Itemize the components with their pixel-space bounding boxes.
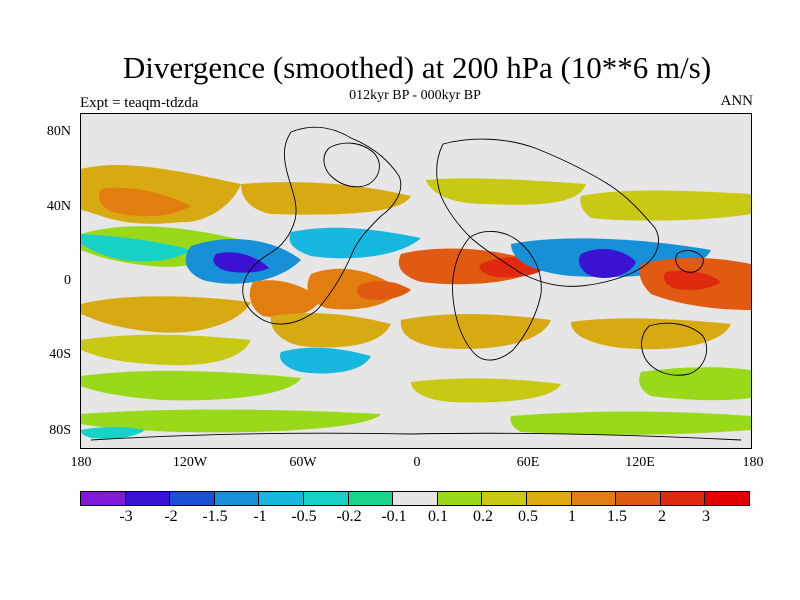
lon-tick-180-left: 180 — [70, 455, 92, 470]
africa-coastline — [452, 231, 542, 361]
lon-tick-0: 0 — [413, 455, 421, 470]
colorbar-swatch — [259, 492, 304, 505]
lon-tick-60w: 60W — [289, 455, 317, 470]
lat-tick-0: 0 — [64, 273, 71, 288]
colorbar-swatch — [214, 492, 260, 505]
maritime-continent-coastline — [675, 250, 704, 273]
colorbar-swatch — [348, 492, 394, 505]
colorbar-swatch — [616, 492, 661, 505]
experiment-label: Expt = teaqm-tdzda — [80, 95, 199, 111]
colorbar-swatch — [303, 492, 349, 505]
colorbar-label: -2 — [164, 508, 178, 525]
colorbar — [80, 491, 750, 506]
plot-subtitle: 012kyr BP - 000kyr BP — [349, 88, 481, 103]
colorbar-swatch — [660, 492, 706, 505]
lon-tick-60e: 60E — [516, 455, 540, 470]
colorbar-label: -3 — [119, 508, 133, 525]
colorbar-label: 3 — [702, 508, 710, 525]
americas-coastline — [242, 126, 402, 325]
lat-tick-80n: 80N — [46, 124, 71, 139]
colorbar-label: 1.5 — [607, 508, 627, 525]
plot-title: Divergence (smoothed) at 200 hPa (10**6 … — [122, 50, 712, 85]
colorbar-label: -0.2 — [336, 508, 362, 525]
colorbar-swatch — [571, 492, 617, 505]
colorbar-swatch — [437, 492, 483, 505]
colorbar-label: 1 — [568, 508, 576, 525]
colorbar-swatch — [125, 492, 171, 505]
lat-tick-40n: 40N — [46, 199, 71, 214]
colorbar-label: -0.5 — [291, 508, 317, 525]
map-panel — [80, 113, 752, 449]
colorbar-swatch — [81, 492, 126, 505]
antarctica-coastline — [90, 432, 742, 441]
colorbar-label: 0.1 — [428, 508, 448, 525]
lon-tick-120e: 120E — [625, 455, 655, 470]
divergence-field — [81, 164, 751, 439]
season-label: ANN — [720, 93, 754, 109]
colorbar-label: -0.1 — [381, 508, 407, 525]
eurasia-coastline — [436, 138, 659, 287]
colorbar-swatch — [482, 492, 527, 505]
greenland-coastline — [323, 142, 380, 188]
lon-tick-180-right: 180 — [742, 455, 764, 470]
coastlines — [90, 126, 742, 441]
colorbar-label: 0.2 — [473, 508, 493, 525]
colorbar-label: -1 — [253, 508, 267, 525]
colorbar-swatch — [705, 492, 749, 505]
colorbar-swatch — [526, 492, 572, 505]
colorbar-label: -1.5 — [202, 508, 228, 525]
divergence-map — [81, 114, 751, 448]
lat-tick-80s: 80S — [49, 423, 71, 438]
lon-tick-120w: 120W — [172, 455, 208, 470]
lat-tick-40s: 40S — [49, 347, 71, 362]
australia-coastline — [641, 322, 707, 376]
colorbar-label: 2 — [658, 508, 666, 525]
colorbar-label: 0.5 — [518, 508, 538, 525]
colorbar-swatch — [170, 492, 215, 505]
colorbar-swatch — [393, 492, 438, 505]
